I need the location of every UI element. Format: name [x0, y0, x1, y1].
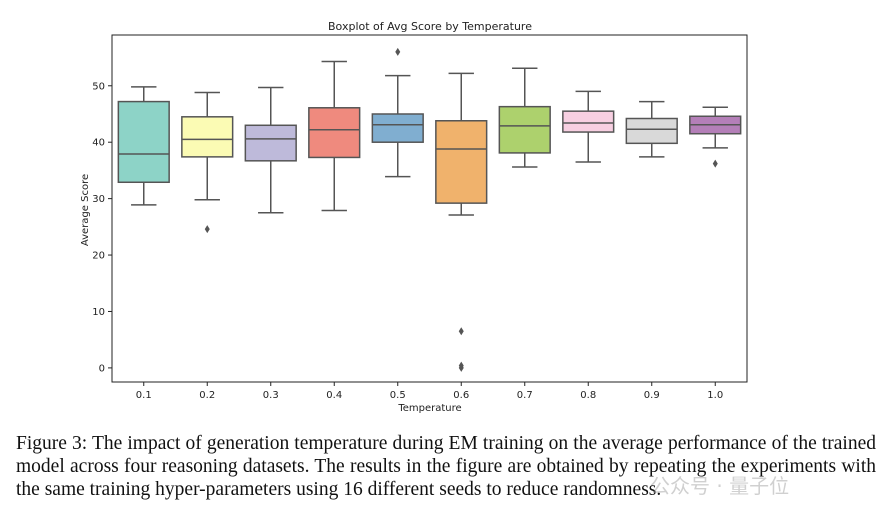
iqr-box: [562, 110, 615, 133]
y-tick-label: 50: [92, 81, 105, 92]
box-0.8: [562, 90, 615, 163]
outlier-point: [458, 363, 464, 372]
iqr-box: [498, 105, 551, 154]
iqr-box: [308, 107, 361, 159]
box-0.6: [435, 72, 488, 372]
iqr-box: [371, 113, 424, 143]
outlier-point: [395, 47, 401, 56]
iqr-box: [435, 120, 488, 204]
box-0.5: [371, 47, 424, 178]
watermark: 公众号 · 量子位: [650, 474, 790, 498]
box-0.3: [244, 86, 297, 214]
iqr-box: [181, 116, 234, 158]
outlier-point: [204, 225, 210, 234]
plot-area: [111, 34, 748, 383]
x-tick-label: 0.7: [517, 390, 533, 401]
x-axis-label: Temperature: [397, 403, 461, 414]
iqr-box: [244, 124, 297, 162]
y-tick-label: 30: [92, 194, 105, 205]
outlier-point: [712, 159, 718, 168]
iqr-box: [117, 100, 170, 184]
figure-caption: Figure 3: The impact of generation tempe…: [16, 433, 876, 500]
x-tick-label: 0.3: [263, 390, 279, 401]
x-tick-label: 1.0: [707, 390, 723, 401]
y-tick-label: 10: [92, 307, 105, 318]
box-0.7: [498, 67, 551, 168]
x-tick-label: 0.5: [390, 390, 406, 401]
chart-marks: [117, 47, 742, 372]
x-tick-label: 0.4: [326, 390, 342, 401]
y-axis-label: Average Score: [80, 174, 91, 246]
y-tick-label: 0: [99, 363, 105, 374]
y-axis: 0 10 20 30 40 50: [92, 81, 112, 374]
y-tick-label: 20: [92, 251, 105, 262]
box-0.9: [625, 100, 678, 158]
boxplot-chart: Boxplot of Avg Score by Temperature 0 10 2…: [80, 20, 748, 414]
y-tick-label: 40: [92, 138, 105, 149]
chart-title: Boxplot of Avg Score by Temperature: [328, 20, 532, 33]
x-tick-label: 0.9: [644, 390, 660, 401]
iqr-box: [625, 117, 678, 145]
x-tick-label: 0.8: [580, 390, 596, 401]
box-0.4: [308, 60, 361, 212]
box-0.1: [117, 86, 170, 206]
box-0.2: [181, 91, 234, 234]
x-tick-label: 0.6: [453, 390, 469, 401]
x-tick-label: 0.2: [199, 390, 215, 401]
box-1.0: [689, 106, 742, 168]
outlier-point: [458, 327, 464, 336]
x-tick-label: 0.1: [136, 390, 152, 401]
x-axis: 0.1 0.2 0.3 0.4 0.5 0.6 0.7 0.8 0.9 1.0: [136, 382, 723, 401]
